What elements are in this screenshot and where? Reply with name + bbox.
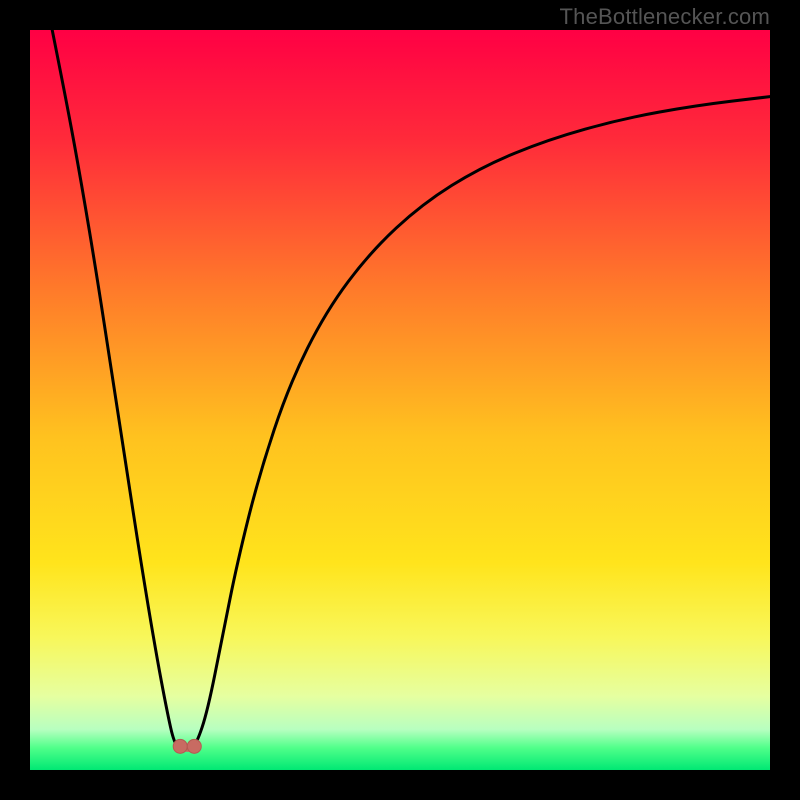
plot-area: [30, 30, 770, 770]
watermark-text: TheBottlenecker.com: [560, 4, 770, 30]
chart-svg: [30, 30, 770, 770]
gradient-background: [30, 30, 770, 770]
